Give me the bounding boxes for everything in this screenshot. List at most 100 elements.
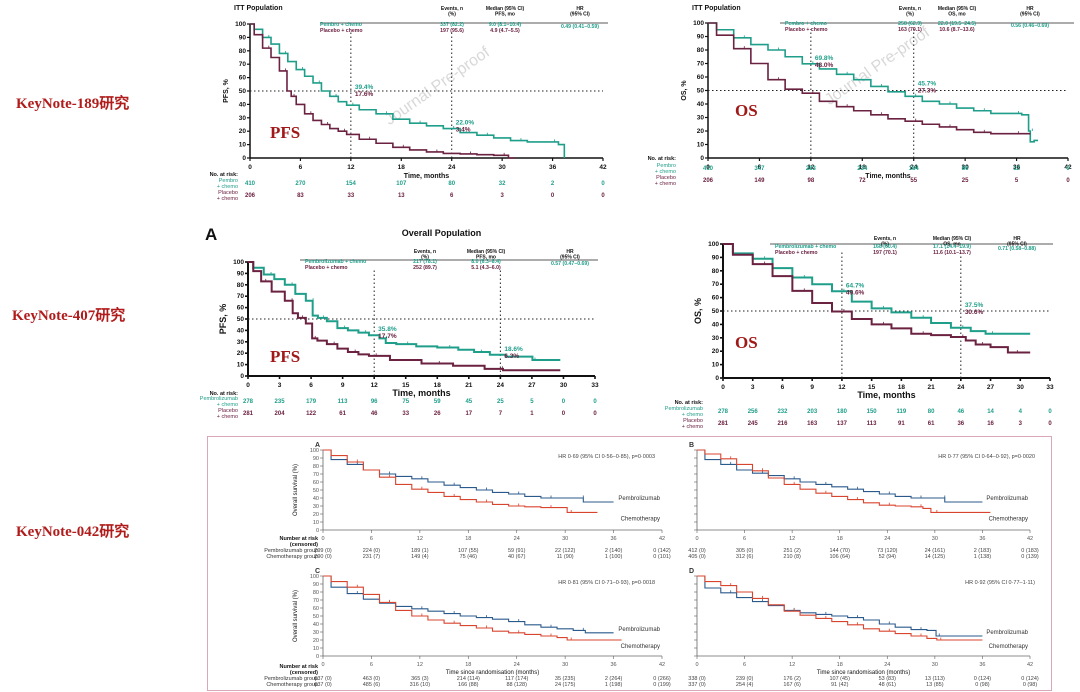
risk-value: 204	[275, 411, 286, 417]
risk-row-label: + chemo	[217, 414, 238, 420]
risk-value: 154	[346, 181, 357, 187]
table-events: 168 (60.4)	[873, 244, 897, 250]
x-tick-label: 0	[248, 164, 252, 171]
risk-value: 13	[398, 193, 405, 199]
x-tick-label: 0	[321, 536, 324, 542]
y-tick-label: 50	[237, 316, 245, 323]
x-axis-label: Time, months	[404, 173, 449, 180]
risk-value: 163	[807, 421, 818, 427]
risk-value: 80	[928, 409, 935, 415]
x-tick-label: 36	[979, 536, 985, 542]
y-tick-label: 90	[313, 456, 319, 462]
risk-value: 107 (55)	[458, 548, 479, 554]
table-header: (%)	[421, 255, 429, 261]
risk-value: 410	[245, 181, 256, 187]
table-arm-name: Placebo + chemo	[785, 27, 828, 33]
risk-value: 25	[962, 178, 969, 184]
curve-chemotherapy	[323, 575, 622, 641]
y-tick-label: 10	[313, 646, 319, 652]
y-tick-label: 70	[313, 472, 319, 478]
table-events: 197 (70.1)	[873, 250, 897, 256]
landmark-value: 37.5%	[965, 302, 984, 309]
y-tick-label: 30	[697, 115, 705, 122]
risk-value: 0 (142)	[653, 548, 671, 554]
y-tick-label: 100	[693, 20, 704, 27]
y-tick-label: 80	[237, 282, 245, 289]
curve-label: Chemotherapy	[621, 644, 660, 650]
risk-value: 167 (6)	[783, 682, 801, 688]
table-hr: 0.71 (0.58–0.88)	[998, 246, 1036, 252]
curve-chemotherapy	[323, 449, 598, 513]
y-tick-label: 80	[313, 590, 319, 596]
risk-value: 2 (264)	[605, 676, 623, 682]
y-tick-label: 50	[697, 88, 705, 95]
table-header: HR	[576, 6, 584, 12]
risk-value: 0	[601, 181, 605, 187]
risk-value: 46	[957, 409, 964, 415]
chart-kn189-pfs: Journal Pre-proof01020304050607080901000…	[210, 5, 608, 202]
chart-kn042-a: 0 10 20 30 40 50 60 70 80 90 100 0 6 12 18 24 30 36 42 Over…	[264, 442, 671, 560]
table-hr: 0.57 (0.47–0.69)	[551, 261, 589, 267]
curve-label: Pembrolizumab	[618, 496, 660, 502]
table-header: Median (95% CI)	[933, 236, 972, 242]
x-tick-label: 24	[514, 536, 520, 542]
curve-label: Pembrolizumab	[618, 627, 660, 633]
table-header: (%)	[906, 12, 914, 18]
risk-row-label: Placebo	[656, 175, 676, 181]
landmark-value: 48.0%	[815, 62, 834, 69]
x-tick-label: 21	[465, 382, 473, 389]
risk-value: 13 (113)	[925, 676, 945, 682]
risk-value: 33	[348, 193, 355, 199]
x-tick-label: 6	[370, 536, 373, 542]
x-tick-label: 18	[398, 164, 406, 171]
risk-row-label: + chemo	[655, 169, 676, 175]
risk-value: 150	[867, 409, 878, 415]
risk-value: 149 (4)	[411, 554, 429, 560]
x-tick-label: 18	[859, 164, 867, 171]
risk-value: 75 (46)	[460, 554, 478, 560]
x-tick-label: 18	[837, 662, 843, 668]
risk-value: 0	[601, 193, 605, 199]
chart-kn042-d: 0 6 12 18 24 30 36 42 Time since randomisation (…	[688, 568, 1039, 688]
y-tick-label: 10	[237, 362, 245, 369]
risk-value: 12	[1013, 166, 1020, 172]
y-tick-label: 50	[313, 488, 319, 494]
risk-value: 405 (0)	[688, 554, 706, 560]
risk-value: 4	[1019, 409, 1023, 415]
hr-text: HR 0·81 (95% CI 0·71–0·93), p=0·0018	[558, 580, 655, 586]
risk-value: 365 (3)	[411, 676, 429, 682]
risk-value: 0	[593, 399, 597, 405]
x-tick-label: 0	[695, 536, 698, 542]
y-tick-label: 30	[237, 339, 245, 346]
x-axis-label: Time since randomisation (months)	[446, 670, 539, 676]
risk-value: 13 (85)	[926, 682, 944, 688]
x-tick-label: 24	[497, 382, 505, 389]
table-header: OS, mo	[948, 12, 966, 18]
y-tick-label: 20	[712, 348, 720, 355]
x-tick-label: 33	[1046, 384, 1054, 391]
x-tick-label: 12	[807, 164, 815, 171]
risk-value: 278	[718, 409, 729, 415]
risk-value: 637 (0)	[314, 682, 332, 688]
risk-value: 0	[1048, 421, 1052, 427]
risk-value: 0	[1066, 178, 1070, 184]
risk-value: 0 (183)	[1021, 548, 1039, 554]
risk-value: 53 (83)	[879, 676, 897, 682]
risk-row-label: Chemotherapy group	[266, 554, 318, 560]
x-tick-label: 27	[528, 382, 536, 389]
landmark-value: 22.0%	[456, 120, 475, 127]
y-tick-label: 0	[240, 373, 244, 380]
table-header: PFS, mo	[495, 12, 515, 18]
y-tick-label: 10	[239, 142, 247, 149]
risk-value: 254 (4)	[736, 682, 754, 688]
risk-value: 0 (139)	[1021, 554, 1039, 560]
x-axis-label: Time since randomisation (months)	[817, 670, 910, 676]
x-tick-label: 30	[962, 164, 970, 171]
table-median: 9.0 (8.1–10.4)	[489, 22, 522, 28]
x-tick-label: 15	[868, 384, 876, 391]
x-tick-label: 36	[611, 662, 617, 668]
risk-value: 61	[339, 411, 346, 417]
panel-letter: A	[315, 442, 320, 449]
risk-row-label: Placebo	[683, 418, 703, 424]
table-arm-name: Pembrolizumab + chemo	[775, 244, 836, 250]
